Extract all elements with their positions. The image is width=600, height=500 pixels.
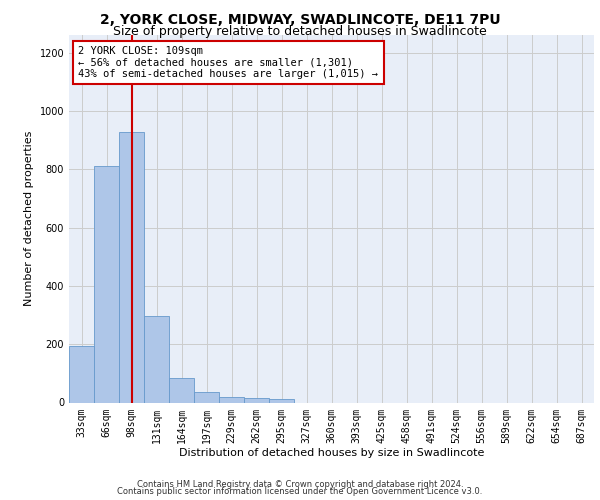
Bar xyxy=(194,392,219,402)
Text: 2 YORK CLOSE: 109sqm
← 56% of detached houses are smaller (1,301)
43% of semi-de: 2 YORK CLOSE: 109sqm ← 56% of detached h… xyxy=(79,46,379,79)
Text: 2, YORK CLOSE, MIDWAY, SWADLINCOTE, DE11 7PU: 2, YORK CLOSE, MIDWAY, SWADLINCOTE, DE11… xyxy=(100,12,500,26)
Y-axis label: Number of detached properties: Number of detached properties xyxy=(24,131,34,306)
Bar xyxy=(94,166,119,402)
X-axis label: Distribution of detached houses by size in Swadlincote: Distribution of detached houses by size … xyxy=(179,448,484,458)
Text: Contains public sector information licensed under the Open Government Licence v3: Contains public sector information licen… xyxy=(118,487,482,496)
Bar xyxy=(269,399,294,402)
Bar xyxy=(169,378,194,402)
Bar xyxy=(69,346,94,403)
Bar xyxy=(144,316,169,402)
Bar xyxy=(244,398,269,402)
Bar xyxy=(219,396,244,402)
Text: Size of property relative to detached houses in Swadlincote: Size of property relative to detached ho… xyxy=(113,25,487,38)
Text: Contains HM Land Registry data © Crown copyright and database right 2024.: Contains HM Land Registry data © Crown c… xyxy=(137,480,463,489)
Bar xyxy=(119,132,144,402)
